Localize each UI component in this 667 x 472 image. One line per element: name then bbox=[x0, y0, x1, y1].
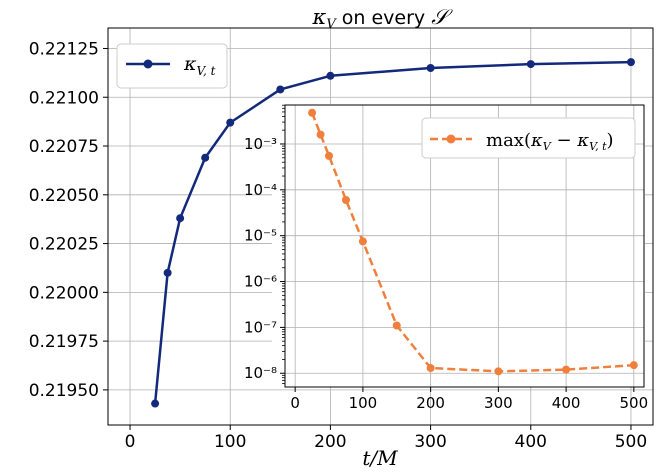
inset-data-point bbox=[342, 196, 350, 204]
chart-title: κV on every 𝒮 bbox=[312, 5, 454, 32]
inset-y-tick-label: 10⁻⁵ bbox=[244, 227, 277, 245]
legend-marker-max-diff bbox=[447, 135, 456, 144]
main-y-tick-label: 0.21950 bbox=[29, 381, 99, 401]
main-x-tick-label: 500 bbox=[615, 432, 647, 452]
inset-y-tick-label: 10⁻³ bbox=[244, 135, 277, 153]
inset-x-tick-label: 300 bbox=[484, 394, 513, 412]
main-y-tick-label: 0.22050 bbox=[29, 186, 99, 206]
main-y-tick-label: 0.22075 bbox=[29, 137, 99, 157]
main-data-point bbox=[151, 400, 159, 408]
inset-y-tick-label: 10⁻⁸ bbox=[244, 364, 277, 382]
inset-data-point bbox=[359, 237, 367, 245]
inset-legend: max(κV − κV, t) bbox=[422, 118, 635, 158]
inset-x-tick-label: 200 bbox=[416, 394, 445, 412]
main-x-tick-label: 300 bbox=[414, 432, 446, 452]
main-y-tick-label: 0.22000 bbox=[29, 283, 99, 303]
main-y-tick-label: 0.22100 bbox=[29, 88, 99, 108]
main-x-tick-label: 400 bbox=[515, 432, 547, 452]
main-data-point bbox=[627, 58, 635, 66]
main-data-point bbox=[226, 119, 234, 127]
inset-data-point bbox=[317, 131, 325, 139]
inset-x-tick-label: 0 bbox=[290, 394, 300, 412]
main-x-tick-label: 100 bbox=[214, 432, 246, 452]
legend-marker-kappa-vt bbox=[144, 60, 153, 69]
inset-x-tick-label: 100 bbox=[349, 394, 378, 412]
inset-data-point bbox=[427, 364, 435, 372]
main-y-tick-label: 0.22025 bbox=[29, 235, 99, 255]
inset-x-tick-label: 400 bbox=[552, 394, 581, 412]
x-axis-label: t/M bbox=[362, 446, 398, 470]
inset-data-point bbox=[325, 152, 333, 160]
inset-data-point bbox=[630, 361, 638, 369]
inset-data-point bbox=[494, 367, 502, 375]
main-data-point bbox=[201, 154, 209, 162]
main-x-tick-label: 0 bbox=[125, 432, 136, 452]
inset-y-tick-label: 10⁻⁶ bbox=[244, 273, 277, 291]
inset-x-tick-label: 500 bbox=[620, 394, 649, 412]
inset-data-point bbox=[562, 366, 570, 374]
inset-y-tick-label: 10⁻⁷ bbox=[244, 318, 277, 336]
main-legend: κV, t bbox=[117, 44, 227, 88]
main-data-point bbox=[527, 60, 535, 68]
inset-data-point bbox=[393, 321, 401, 329]
main-x-tick-label: 200 bbox=[314, 432, 346, 452]
main-data-point bbox=[326, 72, 334, 80]
main-data-point bbox=[276, 85, 284, 93]
main-y-tick-labels: 0.21950 0.21975 0.22000 0.22025 0.22050 0.220… bbox=[29, 39, 99, 400]
main-data-point bbox=[164, 269, 172, 277]
main-y-tick-label: 0.22125 bbox=[29, 39, 99, 59]
inset-y-tick-label: 10⁻⁴ bbox=[244, 181, 277, 199]
inset-data-point bbox=[308, 109, 316, 117]
inset-x-tick-labels: 0 100 200 300 400 500 bbox=[290, 394, 648, 412]
main-data-point bbox=[427, 64, 435, 72]
main-data-point bbox=[176, 214, 184, 222]
main-y-tick-label: 0.21975 bbox=[29, 332, 99, 352]
